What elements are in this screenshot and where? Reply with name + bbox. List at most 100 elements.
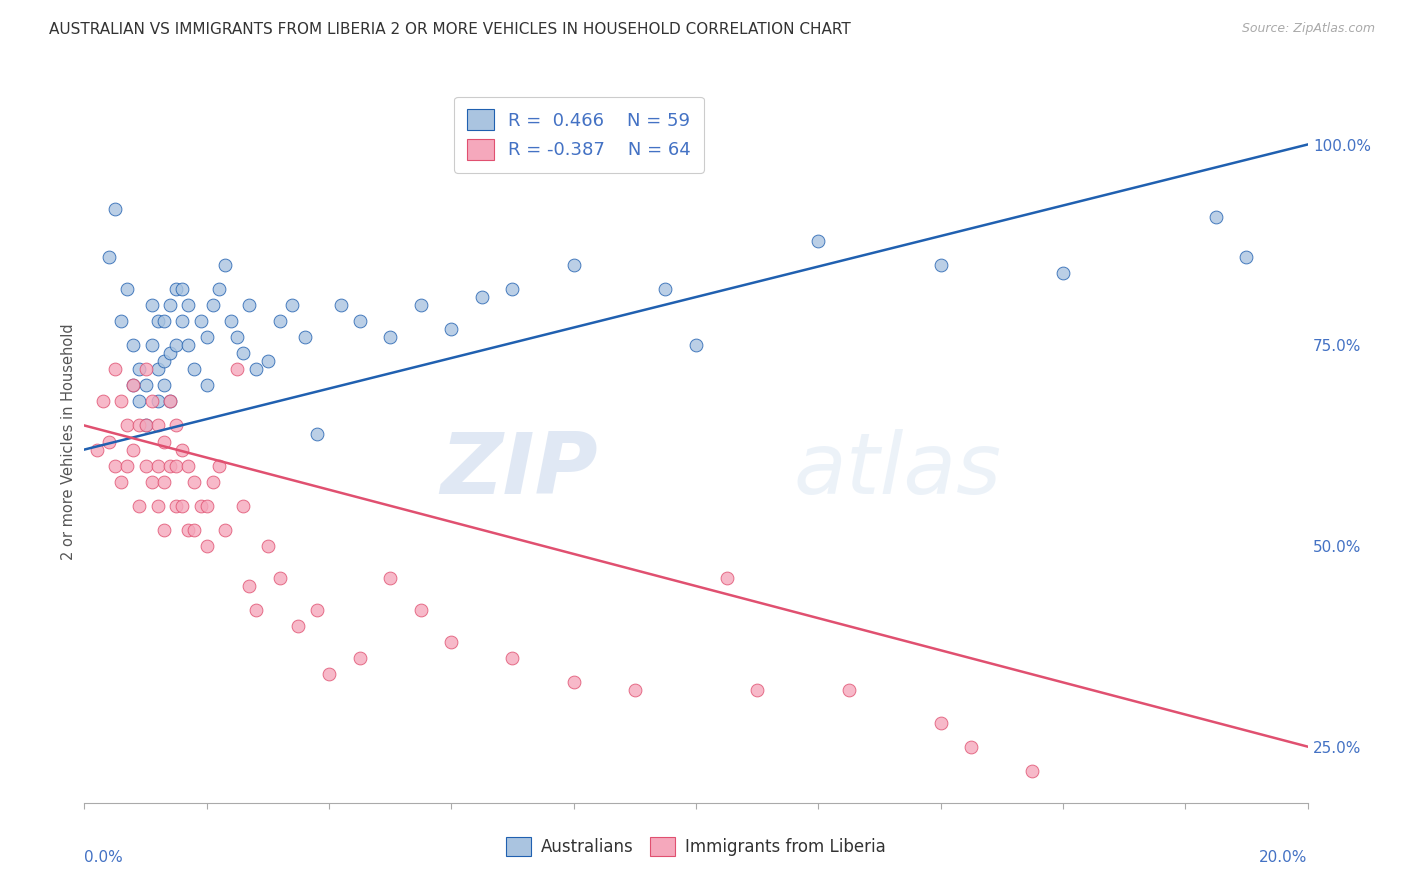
Point (349, 651, 371, 665)
Legend: Australians, Immigrants from Liberia: Australians, Immigrants from Liberia (499, 830, 893, 863)
Point (380, 571, 402, 585)
Point (245, 603, 267, 617)
Point (238, 298, 260, 312)
Point (172, 499, 194, 513)
Point (190, 314, 212, 328)
Point (177, 338, 200, 352)
Point (294, 330, 316, 344)
Point (153, 523, 176, 537)
Text: Source: ZipAtlas.com: Source: ZipAtlas.com (1241, 22, 1375, 36)
Point (219, 314, 242, 328)
Point (165, 418, 187, 433)
Point (190, 499, 212, 513)
Text: 0.0%: 0.0% (84, 850, 124, 864)
Point (257, 539, 280, 553)
Point (232, 499, 254, 513)
Point (165, 282, 187, 296)
Point (153, 378, 176, 392)
Point (305, 426, 328, 441)
Point (104, 362, 127, 376)
Point (153, 475, 176, 489)
Point (115, 458, 138, 473)
Point (960, 739, 983, 754)
Point (177, 523, 200, 537)
Point (153, 354, 176, 368)
Point (128, 499, 150, 513)
Point (183, 523, 205, 537)
Point (716, 571, 738, 585)
Point (115, 418, 138, 433)
Point (159, 458, 181, 473)
Point (165, 338, 187, 352)
Point (195, 330, 218, 344)
Point (165, 458, 187, 473)
Point (1052, 266, 1074, 280)
Point (807, 234, 830, 248)
Point (409, 603, 432, 617)
Point (245, 362, 267, 376)
Point (269, 314, 291, 328)
Point (172, 314, 194, 328)
Point (471, 290, 494, 304)
Point (183, 362, 205, 376)
Point (214, 258, 236, 272)
Point (562, 675, 585, 690)
Point (172, 442, 194, 457)
Point (195, 499, 218, 513)
Point (1114, 884, 1136, 892)
Point (135, 458, 157, 473)
Point (440, 635, 463, 649)
Point (214, 523, 236, 537)
Point (208, 458, 231, 473)
Point (929, 258, 952, 272)
Point (440, 322, 463, 336)
Point (1021, 764, 1043, 778)
Point (104, 458, 127, 473)
Point (146, 394, 169, 409)
Point (141, 338, 163, 352)
Point (318, 667, 340, 681)
Point (128, 394, 150, 409)
Point (135, 418, 157, 433)
Point (110, 314, 132, 328)
Point (177, 298, 200, 312)
Point (165, 499, 187, 513)
Point (838, 683, 860, 698)
Point (159, 298, 181, 312)
Point (1236, 250, 1258, 264)
Point (177, 458, 200, 473)
Point (110, 394, 132, 409)
Point (104, 202, 127, 216)
Point (141, 298, 163, 312)
Point (159, 346, 181, 360)
Point (153, 434, 176, 449)
Point (141, 394, 163, 409)
Point (238, 579, 260, 593)
Point (172, 282, 194, 296)
Y-axis label: 2 or more Vehicles in Household: 2 or more Vehicles in Household (60, 323, 76, 560)
Point (287, 619, 309, 633)
Point (562, 258, 585, 272)
Text: AUSTRALIAN VS IMMIGRANTS FROM LIBERIA 2 OR MORE VEHICLES IN HOUSEHOLD CORRELATIO: AUSTRALIAN VS IMMIGRANTS FROM LIBERIA 2 … (49, 22, 851, 37)
Point (110, 475, 132, 489)
Point (195, 378, 218, 392)
Point (281, 298, 304, 312)
Point (146, 499, 169, 513)
Point (122, 378, 145, 392)
Point (201, 475, 224, 489)
Point (153, 314, 176, 328)
Text: 20.0%: 20.0% (1260, 850, 1308, 864)
Point (97, 250, 120, 264)
Point (195, 539, 218, 553)
Point (146, 458, 169, 473)
Point (128, 418, 150, 433)
Point (269, 571, 291, 585)
Point (183, 475, 205, 489)
Point (135, 362, 157, 376)
Point (159, 394, 181, 409)
Point (232, 346, 254, 360)
Point (1205, 210, 1227, 224)
Point (929, 715, 952, 730)
Point (226, 362, 249, 376)
Point (146, 314, 169, 328)
